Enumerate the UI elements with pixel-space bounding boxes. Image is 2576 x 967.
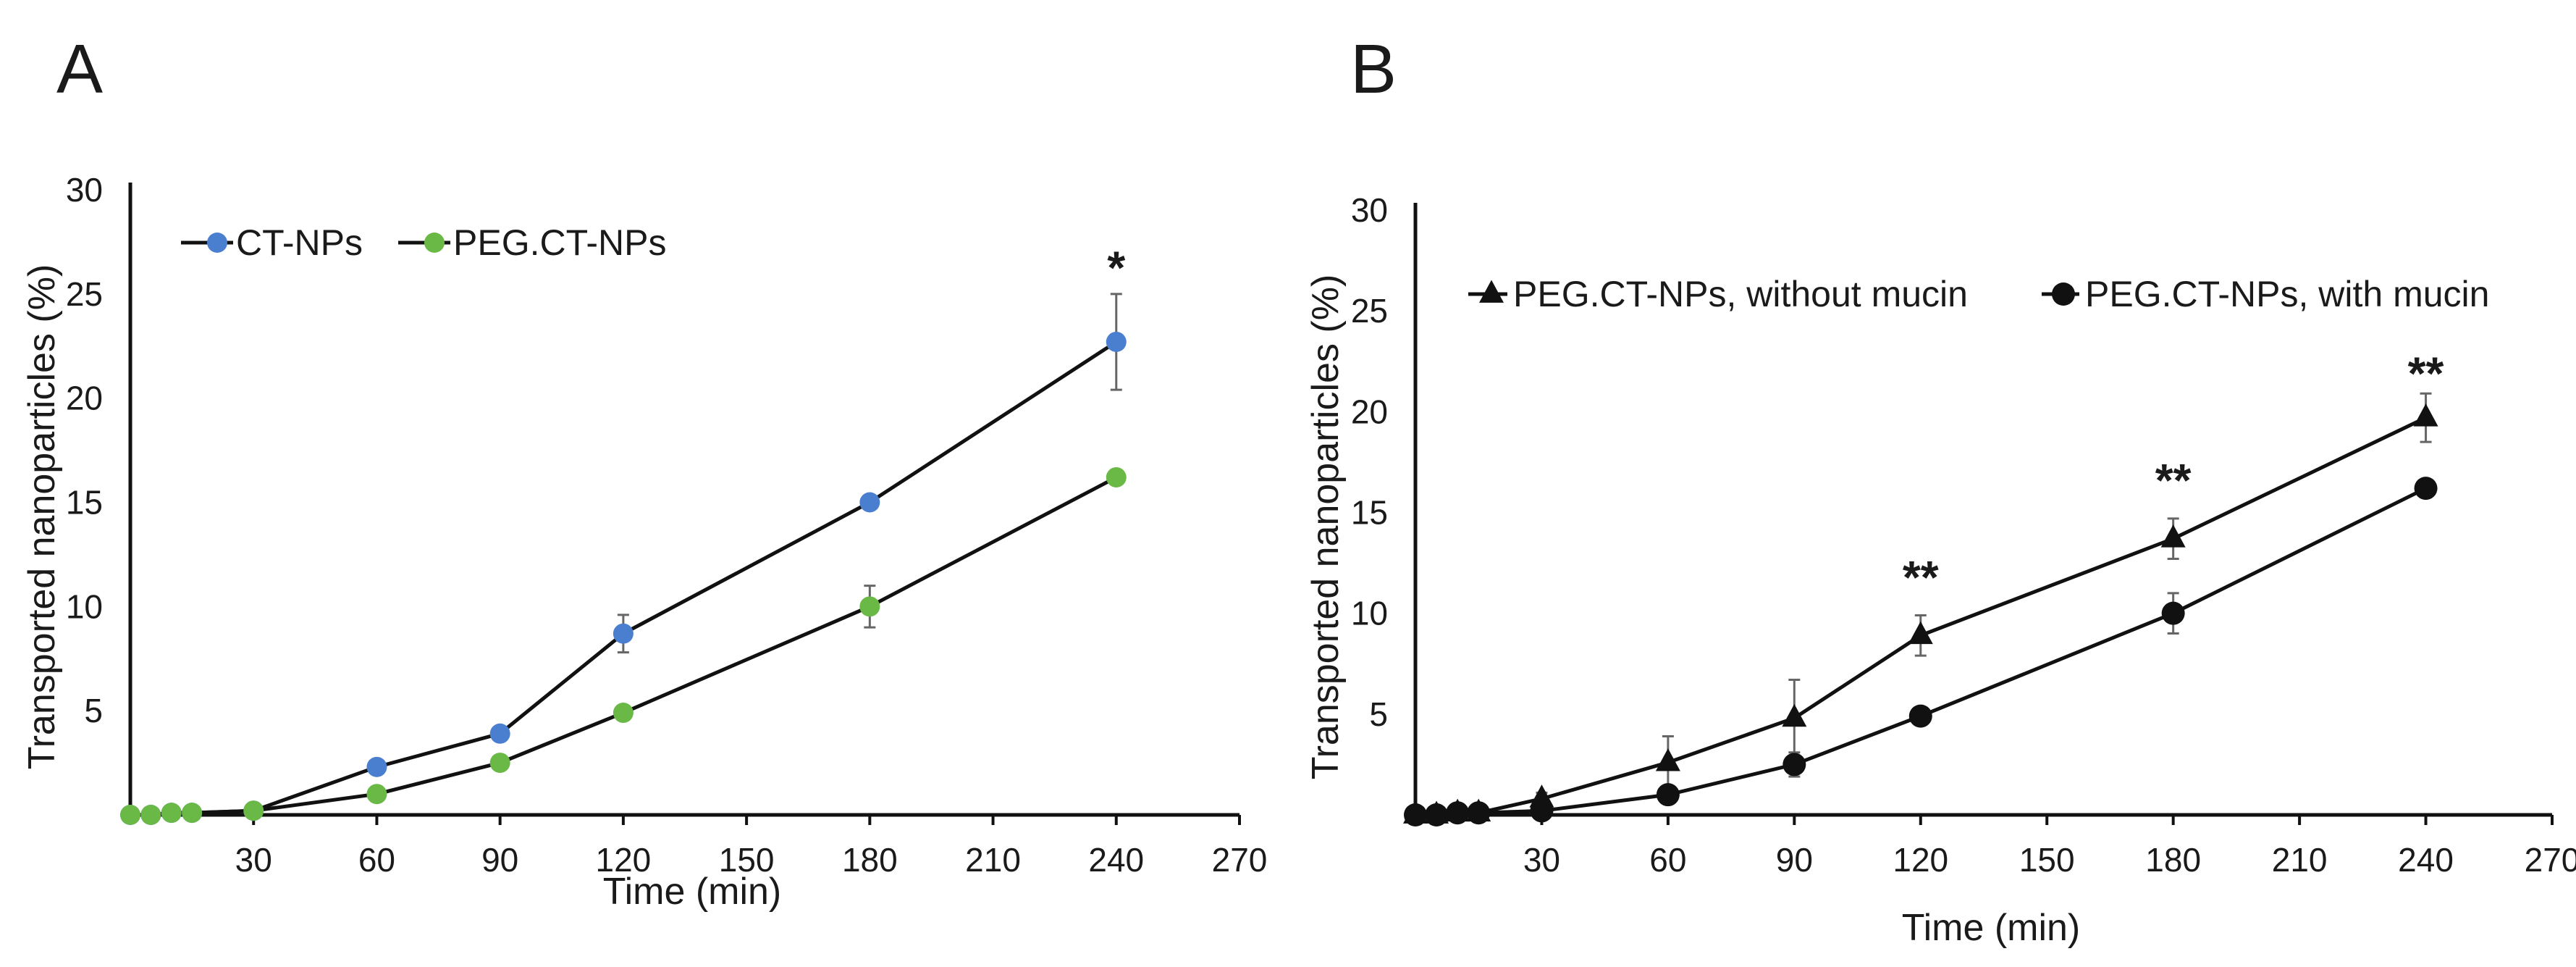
x-axis-title: Time (min): [1902, 907, 2081, 949]
x-tick-label: 240: [2398, 841, 2454, 879]
x-tick-label: 180: [2145, 841, 2201, 879]
legend-label: CT-NPs: [236, 222, 363, 263]
data-point: [182, 803, 203, 824]
data-point: [859, 596, 880, 617]
y-tick-label: 10: [1351, 595, 1388, 632]
y-tick-label: 5: [84, 692, 103, 729]
data-point: [120, 805, 140, 825]
y-tick-label: 25: [66, 275, 103, 313]
data-point: [489, 723, 510, 744]
data-point: [613, 703, 634, 724]
series-0: [1403, 392, 2438, 824]
x-tick-label: 120: [1893, 841, 1948, 879]
significance-marker: **: [1903, 551, 1939, 603]
y-tick-label: 25: [1351, 292, 1388, 330]
data-point: [1106, 331, 1127, 352]
significance-marker: **: [2155, 454, 2192, 506]
data-point: [1404, 803, 1427, 826]
x-tick-label: 150: [2019, 841, 2075, 879]
data-point: [1782, 703, 1807, 727]
y-tick-label: 15: [1351, 494, 1388, 532]
series-0: [120, 293, 1127, 825]
significance-marker: **: [2408, 348, 2444, 400]
significance-marker: *: [1107, 241, 1125, 293]
series-1: [120, 466, 1127, 825]
series-line: [130, 475, 1117, 817]
x-tick-label: 180: [842, 841, 898, 879]
x-tick-label: 270: [2525, 841, 2576, 879]
data-point: [1655, 748, 1680, 771]
data-point: [489, 753, 510, 774]
y-tick-label: 30: [66, 171, 103, 209]
series-1: [1404, 477, 2438, 826]
legend-marker: [1479, 280, 1504, 303]
y-axis-title: Transported nanoparticles (%): [1305, 275, 1347, 780]
data-point: [1446, 801, 1470, 825]
data-point: [2160, 524, 2186, 548]
data-point: [613, 623, 634, 644]
legend-marker: [2052, 282, 2075, 306]
x-tick-label: 210: [965, 841, 1021, 879]
data-point: [161, 803, 182, 824]
x-tick-label: 60: [358, 841, 395, 879]
legend-marker: [424, 233, 445, 253]
y-tick-label: 20: [1351, 393, 1388, 430]
data-point: [366, 784, 387, 805]
x-tick-label: 240: [1088, 841, 1144, 879]
y-tick-label: 20: [66, 380, 103, 417]
data-point: [1908, 621, 1933, 645]
data-point: [140, 805, 161, 825]
data-point: [1782, 753, 1806, 776]
data-point: [2414, 477, 2438, 501]
legend-label: PEG.CT-NPs, with mucin: [2085, 274, 2489, 314]
data-point: [1908, 704, 1932, 728]
series-line: [130, 340, 1118, 817]
legend-label: PEG.CT-NPs: [453, 222, 666, 263]
y-tick-label: 10: [66, 587, 103, 625]
x-tick-label: 30: [1523, 841, 1560, 879]
y-tick-label: 15: [66, 484, 103, 522]
y-tick-label: 5: [1369, 695, 1388, 733]
y-tick-label: 30: [1351, 191, 1388, 229]
data-point: [243, 800, 264, 821]
data-point: [2413, 403, 2438, 427]
x-tick-label: 270: [1212, 841, 1268, 879]
panel-label: B: [1350, 30, 1397, 108]
y-axis-title: Transported nanoparticles (%): [21, 264, 63, 770]
chart-panel-b: B 30 60 90 120 150 180 210 240 270 5 10 15 20 25 30 Time…: [1305, 30, 2576, 949]
panel-label: A: [56, 30, 103, 108]
x-tick-label: 90: [1776, 841, 1813, 879]
data-point: [1106, 466, 1127, 487]
data-point: [1656, 783, 1680, 807]
legend-label: PEG.CT-NPs, without mucin: [1513, 274, 1968, 314]
legend-marker: [207, 233, 227, 253]
x-tick-label: 120: [596, 841, 652, 879]
x-axis-title: Time (min): [603, 871, 782, 913]
x-tick-label: 90: [481, 841, 518, 879]
chart-panel-a: A 30 60 90 120 150 180 210 240 270 5 10 15 20 25 30 Time…: [21, 30, 1267, 913]
x-tick-label: 150: [719, 841, 775, 879]
x-tick-label: 60: [1649, 841, 1686, 879]
data-point: [2161, 601, 2185, 625]
x-tick-label: 30: [235, 841, 272, 879]
data-point: [859, 492, 880, 513]
legend: CT-NPs PEG.CT-NPs: [181, 222, 666, 263]
legend: PEG.CT-NPs, without mucin PEG.CT-NPs, wit…: [1468, 274, 2489, 314]
data-point: [1530, 799, 1554, 823]
data-point: [1425, 803, 1449, 826]
x-tick-label: 210: [2272, 841, 2328, 879]
data-point: [366, 756, 387, 777]
data-point: [1467, 801, 1491, 825]
